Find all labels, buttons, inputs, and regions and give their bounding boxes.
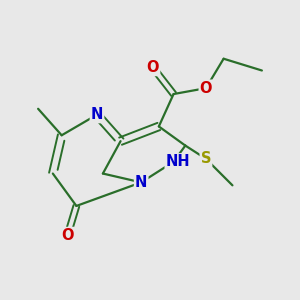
Text: O: O	[61, 228, 74, 243]
Text: N: N	[135, 175, 147, 190]
Text: NH: NH	[166, 154, 190, 169]
Text: O: O	[147, 60, 159, 75]
Text: O: O	[200, 81, 212, 96]
Text: S: S	[201, 151, 211, 166]
Text: N: N	[91, 107, 103, 122]
